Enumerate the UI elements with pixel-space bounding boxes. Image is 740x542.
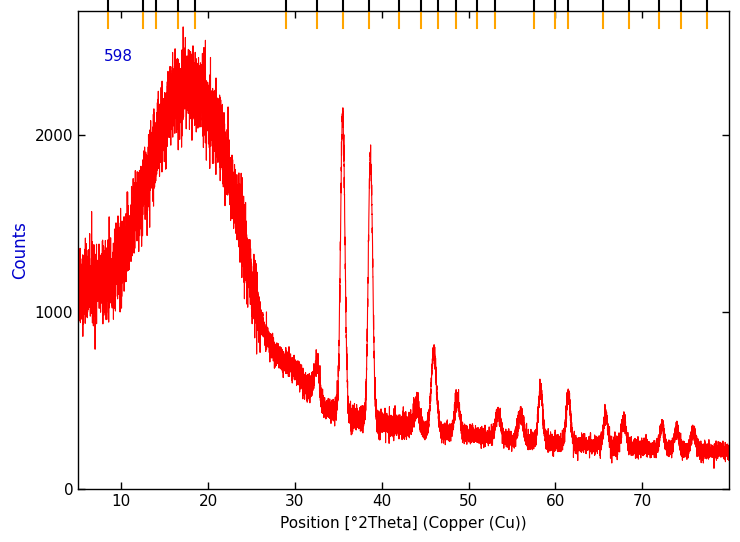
Text: 598: 598: [104, 49, 133, 64]
Y-axis label: Counts: Counts: [11, 221, 29, 279]
X-axis label: Position [°2Theta] (Copper (Cu)): Position [°2Theta] (Copper (Cu)): [280, 516, 527, 531]
